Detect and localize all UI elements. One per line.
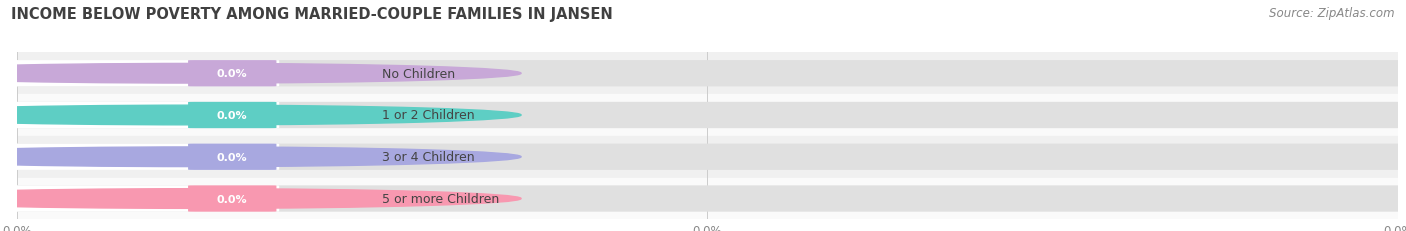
Text: No Children: No Children [381, 67, 454, 80]
FancyBboxPatch shape [10, 144, 280, 170]
Text: Source: ZipAtlas.com: Source: ZipAtlas.com [1270, 7, 1395, 20]
FancyBboxPatch shape [188, 61, 277, 87]
Text: 5 or more Children: 5 or more Children [381, 192, 499, 205]
Text: 0.0%: 0.0% [217, 194, 247, 204]
FancyBboxPatch shape [188, 102, 277, 129]
Circle shape [0, 189, 522, 208]
Text: 0.0%: 0.0% [217, 110, 247, 121]
FancyBboxPatch shape [10, 61, 280, 87]
Text: 3 or 4 Children: 3 or 4 Children [381, 151, 474, 164]
Text: 1 or 2 Children: 1 or 2 Children [381, 109, 474, 122]
FancyBboxPatch shape [188, 185, 277, 212]
FancyBboxPatch shape [188, 144, 277, 170]
Text: 0.0%: 0.0% [217, 69, 247, 79]
Bar [17, 136, 1398, 178]
FancyBboxPatch shape [10, 102, 280, 129]
Bar [17, 95, 1398, 136]
Text: 0.0%: 0.0% [217, 152, 247, 162]
FancyBboxPatch shape [10, 185, 280, 212]
Circle shape [0, 106, 522, 125]
FancyBboxPatch shape [10, 61, 1405, 87]
Circle shape [0, 64, 522, 84]
FancyBboxPatch shape [10, 185, 1405, 212]
Bar [17, 53, 1398, 95]
Bar [17, 178, 1398, 219]
Text: INCOME BELOW POVERTY AMONG MARRIED-COUPLE FAMILIES IN JANSEN: INCOME BELOW POVERTY AMONG MARRIED-COUPL… [11, 7, 613, 22]
FancyBboxPatch shape [10, 102, 1405, 129]
FancyBboxPatch shape [10, 144, 1405, 170]
Circle shape [0, 147, 522, 167]
